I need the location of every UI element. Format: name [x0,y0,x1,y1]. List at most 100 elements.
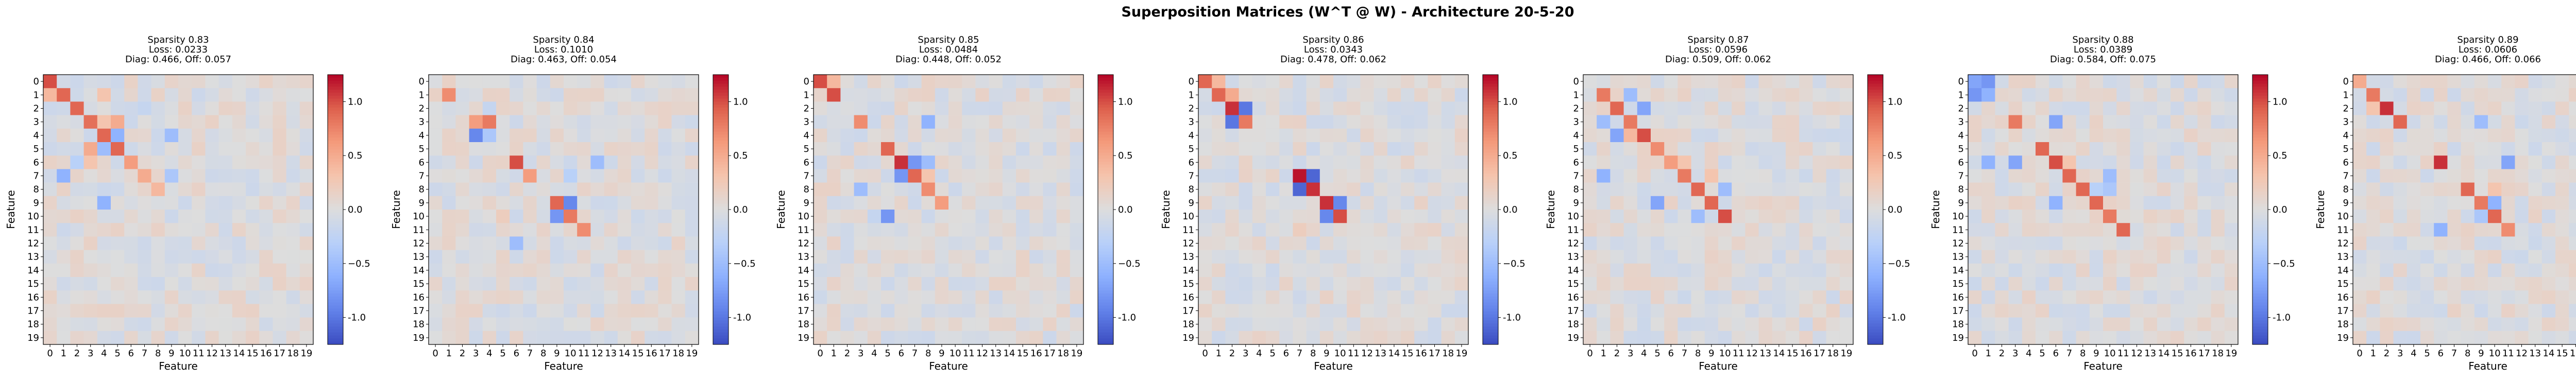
heatmap-cell [2569,88,2576,102]
heatmap-cell [1968,250,1982,264]
heatmap-cell [577,236,591,250]
x-tick-label: 0 [47,348,53,359]
y-tick-label: 3 [1189,117,1194,128]
colorbar-segment [328,188,343,192]
heatmap-cell [2089,115,2104,129]
heatmap-cell [1772,75,1786,89]
heatmap-cell [1374,75,1388,89]
heatmap-cell [658,304,672,318]
y-tick-label: 8 [804,184,809,195]
heatmap-cell [2406,196,2421,210]
heatmap-cell [827,263,841,278]
heatmap-cell [1347,263,1361,278]
heatmap-cell [854,75,868,89]
colorbar-segment [1098,317,1113,321]
heatmap-cell [671,304,686,318]
heatmap-cell [1758,182,1773,197]
colorbar-segment [1483,320,1498,324]
colorbar-segment [328,131,343,135]
heatmap-cell [124,169,138,183]
heatmap-cell [2197,101,2211,115]
heatmap-cell [1360,263,1374,278]
heatmap-cell [2434,182,2448,197]
heatmap-cell [2474,290,2488,304]
y-tick-label: 16 [798,292,809,303]
heatmap-cell [1758,263,1773,278]
heatmap-cell [442,101,456,115]
heatmap-cell [2224,263,2239,278]
heatmap-cell [111,304,125,318]
heatmap-cell [246,169,260,183]
heatmap-cell [1016,196,1030,210]
colorbar-segment [1098,192,1113,195]
heatmap-cell [2224,223,2239,237]
heatmap-cell [989,182,1003,197]
heatmap-cell [2420,196,2434,210]
y-tick-label: 12 [2337,238,2349,249]
heatmap-cell [246,331,260,345]
heatmap-cell [2393,277,2408,291]
x-tick-label: 17 [274,348,285,359]
colorbar-segment [328,245,343,249]
heatmap-cell [1387,317,1401,332]
colorbar-segment [1868,260,1883,264]
colorbar-segment [713,170,728,174]
heatmap-cell [1799,115,1813,129]
heatmap-cell [2420,88,2434,102]
colorbar-segment [713,236,728,240]
heatmap-cell [2461,182,2475,197]
heatmap-cell [854,290,868,304]
heatmap-cell [2366,115,2380,129]
y-tick-label: 13 [798,252,809,263]
heatmap-cell [192,290,206,304]
colorbar-segment [1098,239,1113,243]
heatmap-cell [286,128,300,143]
colorbar-tick-label: 0.5 [1503,150,1518,161]
colorbar-segment [713,197,728,201]
colorbar-segment [2252,221,2268,225]
heatmap-cell [2143,196,2158,210]
colorbar-segment [328,248,343,252]
colorbar-segment [328,141,343,144]
heatmap-cell [1839,223,1854,237]
heatmap-cell [2353,75,2367,89]
colorbar-tick-label: −0.5 [2273,258,2295,269]
colorbar-segment [1868,108,1883,111]
heatmap-cell [455,277,469,291]
heatmap-cell [83,331,98,345]
heatmap-cell [645,277,658,291]
heatmap-cell [1995,101,2009,115]
heatmap-cell [1610,75,1624,89]
heatmap-cell [138,196,151,210]
heatmap-cell [1360,115,1374,129]
heatmap-cell [1029,75,1043,89]
colorbar-segment [1098,105,1113,108]
heatmap-cell [273,331,286,345]
heatmap-cell [83,155,98,169]
heatmap-cell [962,75,976,89]
heatmap-cell [921,101,936,115]
heatmap-cell [151,331,165,345]
heatmap-cell [908,331,922,345]
heatmap-cell [43,142,57,156]
colorbar-segment [1868,299,1883,303]
heatmap-cell [921,210,936,223]
heatmap-cell [2211,236,2225,250]
heatmap-cell [671,277,686,291]
heatmap-cell [1441,304,1455,318]
heatmap-cell [218,182,233,197]
heatmap-cell [564,210,578,223]
heatmap-cell [1839,250,1854,264]
colorbar-segment [2252,341,2268,345]
heatmap-cell [2049,88,2063,102]
heatmap-cell [564,88,578,102]
colorbar-segment [713,174,728,177]
heatmap-cell [2022,155,2036,169]
colorbar-segment [1868,332,1883,336]
colorbar-segment [1483,305,1498,309]
heatmap-cell [948,142,962,156]
heatmap-cell [1279,210,1293,223]
y-tick-label: 12 [1952,238,1964,249]
heatmap-cell [2501,304,2515,318]
